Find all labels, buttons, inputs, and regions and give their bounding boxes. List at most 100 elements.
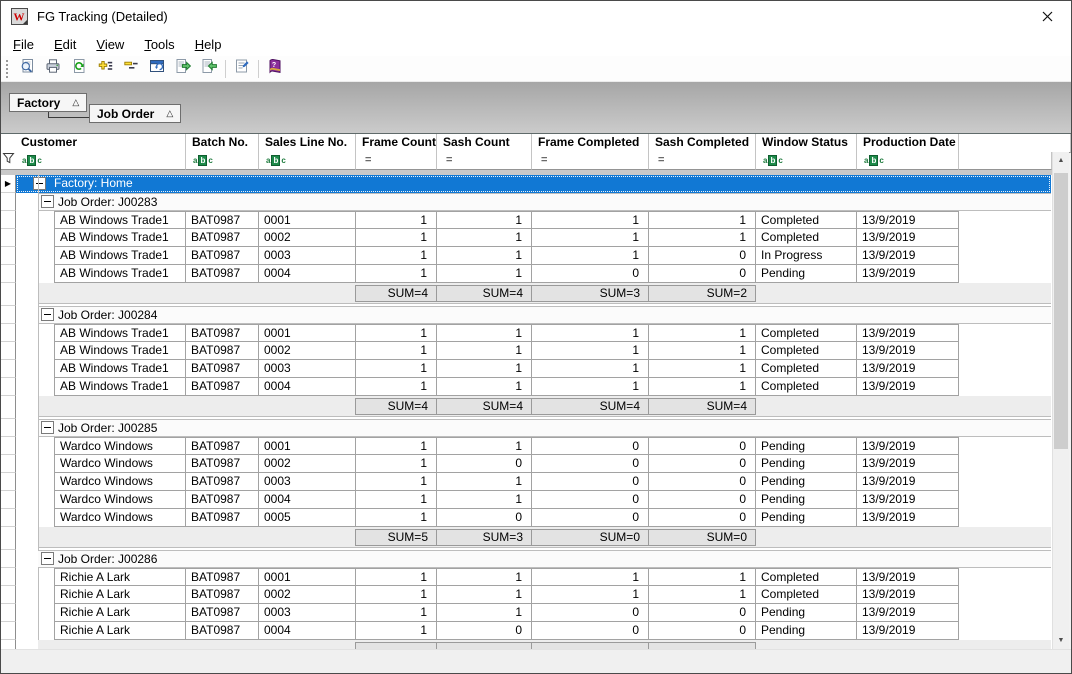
row-select-gutter[interactable] — [1, 604, 16, 622]
table-row[interactable]: AB Windows Trade1BAT098700041111Complete… — [1, 378, 1051, 396]
cell-production-date[interactable]: 13/9/2019 — [857, 360, 959, 378]
cell-frame-completed[interactable]: 0 — [532, 473, 649, 491]
filter-cell-batch-no[interactable]: abc — [186, 152, 259, 170]
collapse-minus-icon[interactable] — [41, 552, 54, 565]
cell-frame-count[interactable]: 1 — [356, 342, 437, 360]
export-data-button[interactable] — [170, 57, 196, 81]
cell-sash-count[interactable]: 1 — [437, 360, 532, 378]
cell-sales-line-no[interactable]: 0001 — [259, 324, 356, 342]
group-field-job-order[interactable]: Job Order △ — [89, 104, 181, 123]
filter-cell-sash-completed[interactable]: = — [649, 152, 756, 170]
cell-sales-line-no[interactable]: 0004 — [259, 265, 356, 283]
table-row[interactable]: AB Windows Trade1BAT098700011111Complete… — [1, 211, 1051, 229]
cell-sash-count[interactable]: 1 — [437, 437, 532, 455]
cell-batch-no[interactable]: BAT0987 — [186, 324, 259, 342]
menu-item-file[interactable]: File — [3, 35, 44, 54]
cell-batch-no[interactable]: BAT0987 — [186, 568, 259, 586]
cell-sash-completed[interactable]: 0 — [649, 437, 756, 455]
cell-window-status[interactable]: Completed — [756, 211, 857, 229]
cell-frame-completed[interactable]: 0 — [532, 265, 649, 283]
collapse-groups-button[interactable] — [118, 57, 144, 81]
cell-sash-count[interactable]: 0 — [437, 622, 532, 640]
cell-sash-count[interactable]: 1 — [437, 247, 532, 265]
filter-cell-frame-count[interactable]: = — [356, 152, 437, 170]
cell-frame-count[interactable]: 1 — [356, 491, 437, 509]
cell-frame-count[interactable]: 1 — [356, 622, 437, 640]
cell-sash-completed[interactable]: 0 — [649, 622, 756, 640]
cell-sash-completed[interactable]: 0 — [649, 604, 756, 622]
cell-frame-count[interactable]: 1 — [356, 568, 437, 586]
cell-production-date[interactable]: 13/9/2019 — [857, 265, 959, 283]
column-header-frame-count[interactable]: Frame Count — [356, 134, 437, 153]
cell-sash-count[interactable]: 1 — [437, 211, 532, 229]
table-row[interactable]: Richie A LarkBAT098700021111Completed13/… — [1, 586, 1051, 604]
cell-customer[interactable]: AB Windows Trade1 — [54, 211, 186, 229]
column-header-customer[interactable]: Customer — [15, 134, 186, 153]
table-row[interactable]: Richie A LarkBAT098700011111Completed13/… — [1, 568, 1051, 586]
expand-groups-button[interactable] — [92, 57, 118, 81]
cell-frame-completed[interactable]: 1 — [532, 324, 649, 342]
cell-frame-completed[interactable]: 1 — [532, 342, 649, 360]
cell-sales-line-no[interactable]: 0002 — [259, 342, 356, 360]
cell-sash-completed[interactable]: 1 — [649, 586, 756, 604]
cell-sash-completed[interactable]: 0 — [649, 473, 756, 491]
cell-sash-completed[interactable]: 1 — [649, 324, 756, 342]
cell-sales-line-no[interactable]: 0001 — [259, 568, 356, 586]
cell-production-date[interactable]: 13/9/2019 — [857, 247, 959, 265]
row-select-gutter[interactable] — [1, 550, 16, 568]
cell-frame-completed[interactable]: 0 — [532, 509, 649, 527]
cell-frame-completed[interactable]: 0 — [532, 622, 649, 640]
cell-production-date[interactable]: 13/9/2019 — [857, 342, 959, 360]
cell-frame-completed[interactable]: 1 — [532, 229, 649, 247]
column-header-sales-line-no[interactable]: Sales Line No. — [259, 134, 356, 153]
cell-sales-line-no[interactable]: 0002 — [259, 586, 356, 604]
cell-batch-no[interactable]: BAT0987 — [186, 455, 259, 473]
cell-customer[interactable]: AB Windows Trade1 — [54, 247, 186, 265]
row-indicator-cell[interactable]: ▶ — [1, 175, 16, 193]
column-header-window-status[interactable]: Window Status — [756, 134, 857, 153]
cell-sash-count[interactable]: 1 — [437, 586, 532, 604]
vertical-scrollbar[interactable]: ▲ ▼ — [1052, 152, 1069, 649]
row-select-gutter[interactable] — [1, 568, 16, 586]
row-select-gutter[interactable] — [1, 360, 16, 378]
cell-sash-count[interactable]: 1 — [437, 265, 532, 283]
cell-window-status[interactable]: Pending — [756, 265, 857, 283]
row-select-gutter[interactable] — [1, 265, 16, 283]
cell-batch-no[interactable]: BAT0987 — [186, 509, 259, 527]
cell-sash-count[interactable]: 0 — [437, 455, 532, 473]
cell-frame-count[interactable]: 1 — [356, 604, 437, 622]
table-row[interactable]: Wardco WindowsBAT098700041100Pending13/9… — [1, 491, 1051, 509]
job-order-group-header[interactable]: Job Order: J00285 — [38, 419, 1051, 437]
cell-window-status[interactable]: In Progress — [756, 247, 857, 265]
column-header-frame-completed[interactable]: Frame Completed — [532, 134, 649, 153]
row-select-gutter[interactable] — [1, 324, 16, 342]
cell-batch-no[interactable]: BAT0987 — [186, 247, 259, 265]
table-row[interactable]: AB Windows Trade1BAT098700031111Complete… — [1, 360, 1051, 378]
filter-cell-production-date[interactable]: abc — [857, 152, 959, 170]
cell-sales-line-no[interactable]: 0005 — [259, 509, 356, 527]
cell-sales-line-no[interactable]: 0003 — [259, 247, 356, 265]
cell-batch-no[interactable]: BAT0987 — [186, 586, 259, 604]
cell-sash-count[interactable]: 0 — [437, 509, 532, 527]
cell-window-status[interactable]: Pending — [756, 437, 857, 455]
cell-production-date[interactable]: 13/9/2019 — [857, 437, 959, 455]
cell-frame-completed[interactable]: 1 — [532, 586, 649, 604]
filter-cell-sash-count[interactable]: = — [437, 152, 532, 170]
cell-sash-completed[interactable]: 1 — [649, 568, 756, 586]
cell-frame-count[interactable]: 1 — [356, 509, 437, 527]
cell-production-date[interactable]: 13/9/2019 — [857, 509, 959, 527]
cell-window-status[interactable]: Completed — [756, 229, 857, 247]
cell-frame-count[interactable]: 1 — [356, 586, 437, 604]
cell-sales-line-no[interactable]: 0003 — [259, 604, 356, 622]
menu-item-tools[interactable]: Tools — [134, 35, 184, 54]
menu-item-help[interactable]: Help — [185, 35, 232, 54]
cell-customer[interactable]: AB Windows Trade1 — [54, 378, 186, 396]
filter-cell-sales-line-no[interactable]: abc — [259, 152, 356, 170]
refresh-button[interactable] — [66, 57, 92, 81]
cell-batch-no[interactable]: BAT0987 — [186, 491, 259, 509]
cell-customer[interactable]: AB Windows Trade1 — [54, 265, 186, 283]
cell-frame-count[interactable]: 1 — [356, 247, 437, 265]
cell-frame-completed[interactable]: 0 — [532, 491, 649, 509]
job-order-group-header[interactable]: Job Order: J00283 — [38, 193, 1051, 211]
table-row[interactable]: Wardco WindowsBAT098700021000Pending13/9… — [1, 455, 1051, 473]
